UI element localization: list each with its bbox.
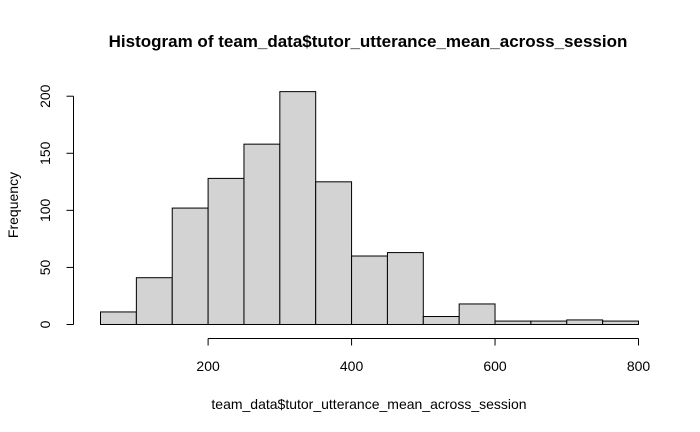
- y-axis: 0 50 100 150 200: [37, 84, 74, 328]
- histogram-bar: [494, 320, 532, 326]
- histogram-bar: [602, 320, 640, 326]
- y-tick-label: 100: [37, 198, 53, 222]
- x-tick-label: 400: [340, 358, 364, 374]
- x-tick-label: 600: [483, 358, 507, 374]
- histogram-bar: [207, 177, 245, 325]
- y-tick-label: 0: [37, 320, 53, 328]
- histogram-bar: [458, 303, 496, 325]
- histogram-bar: [351, 255, 388, 326]
- histogram-bar: [171, 207, 209, 325]
- histogram-bar: [566, 319, 604, 325]
- histogram-bar: [315, 181, 353, 325]
- y-tick-label: 200: [37, 84, 53, 108]
- x-tick-label: 200: [196, 358, 220, 374]
- x-axis-label: team_data$tutor_utterance_mean_across_se…: [211, 396, 526, 412]
- histogram-bar: [100, 311, 137, 326]
- x-tick-label: 800: [627, 358, 651, 374]
- histogram-bar: [386, 252, 424, 325]
- y-tick-label: 150: [37, 141, 53, 165]
- histogram-bar: [243, 143, 281, 325]
- y-axis-label: Frequency: [5, 172, 21, 238]
- histogram-bar: [530, 320, 568, 326]
- histogram-bar: [135, 277, 173, 326]
- histogram-bar: [422, 316, 460, 326]
- chart-title: Histogram of team_data$tutor_utterance_m…: [109, 32, 628, 51]
- bars-group: [100, 91, 640, 326]
- y-tick-label: 50: [37, 259, 53, 275]
- x-axis: 200 400 600 800: [196, 338, 651, 374]
- histogram-bar: [279, 91, 317, 325]
